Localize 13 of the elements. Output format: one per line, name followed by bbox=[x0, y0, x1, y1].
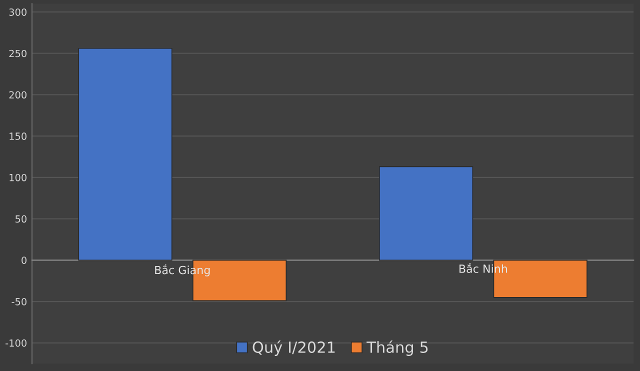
y-tick-label: 250 bbox=[9, 50, 26, 58]
y-tick-label: 300 bbox=[9, 8, 26, 16]
y-tick-label: 0 bbox=[22, 256, 26, 264]
y-tick-label: -100 bbox=[6, 339, 26, 347]
y-tick-label: 50 bbox=[16, 215, 26, 223]
bar bbox=[78, 48, 172, 261]
bar bbox=[379, 166, 474, 261]
legend-label: Quý I/2021 bbox=[252, 340, 335, 356]
y-tick-label: 100 bbox=[10, 174, 26, 182]
y-tick-label: -50 bbox=[12, 298, 26, 306]
y-tick-label: 200 bbox=[9, 91, 26, 99]
legend-label: Tháng 5 bbox=[366, 340, 428, 356]
y-tick-label: 150 bbox=[10, 132, 26, 140]
